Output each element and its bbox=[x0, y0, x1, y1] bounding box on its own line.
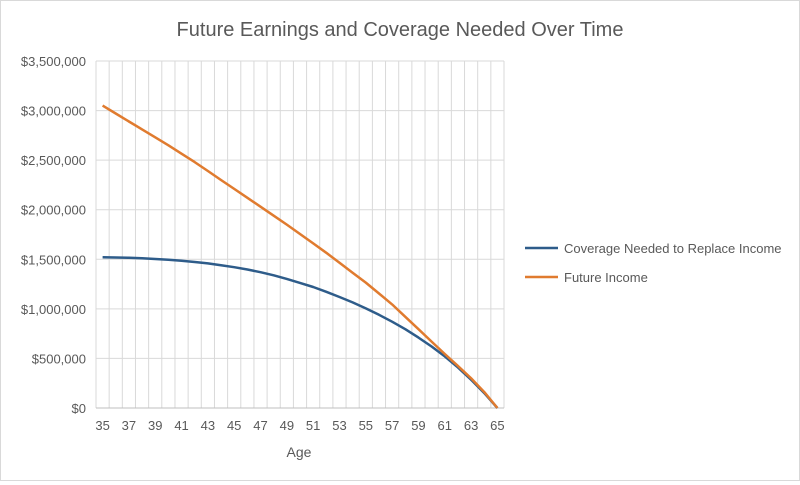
series-lines bbox=[101, 104, 499, 409]
x-tick-label: 41 bbox=[174, 418, 188, 433]
x-tick-label: 65 bbox=[490, 418, 504, 433]
x-tick-label: 57 bbox=[385, 418, 399, 433]
x-axis-ticks: 35 37 39 41 43 45 47 49 51 53 55 57 59 61 63 65 bbox=[95, 418, 504, 433]
y-tick-label: $1,000,000 bbox=[21, 302, 86, 317]
gridlines bbox=[95, 60, 505, 409]
x-tick-label: 55 bbox=[359, 418, 373, 433]
legend-label: Coverage Needed to Replace Income bbox=[564, 241, 782, 256]
y-tick-label: $1,500,000 bbox=[21, 252, 86, 267]
x-axis-title: Age bbox=[287, 444, 312, 460]
y-tick-label: $0 bbox=[72, 401, 86, 416]
x-tick-label: 37 bbox=[122, 418, 136, 433]
y-tick-label: $3,500,000 bbox=[21, 54, 86, 69]
y-tick-label: $3,000,000 bbox=[21, 104, 86, 119]
y-tick-label: $500,000 bbox=[32, 351, 86, 366]
y-axis-ticks: $0 $500,000 $1,000,000 $1,500,000 $2,000,000… bbox=[21, 54, 86, 416]
legend-label: Future Income bbox=[564, 270, 648, 285]
x-tick-label: 35 bbox=[95, 418, 109, 433]
y-tick-label: $2,000,000 bbox=[21, 203, 86, 218]
y-tick-label: $2,500,000 bbox=[21, 153, 86, 168]
x-tick-label: 45 bbox=[227, 418, 241, 433]
x-tick-label: 47 bbox=[253, 418, 267, 433]
legend: Coverage Needed to Replace Income Future … bbox=[525, 241, 782, 285]
x-tick-label: 63 bbox=[464, 418, 478, 433]
x-tick-label: 39 bbox=[148, 418, 162, 433]
x-tick-label: 51 bbox=[306, 418, 320, 433]
x-tick-label: 61 bbox=[438, 418, 452, 433]
series-line-future-income bbox=[101, 104, 499, 409]
x-tick-label: 43 bbox=[201, 418, 215, 433]
series-line-coverage-needed bbox=[102, 256, 499, 409]
x-tick-label: 53 bbox=[332, 418, 346, 433]
x-tick-label: 59 bbox=[411, 418, 425, 433]
x-tick-label: 49 bbox=[280, 418, 294, 433]
chart-title: Future Earnings and Coverage Needed Over… bbox=[177, 19, 624, 41]
